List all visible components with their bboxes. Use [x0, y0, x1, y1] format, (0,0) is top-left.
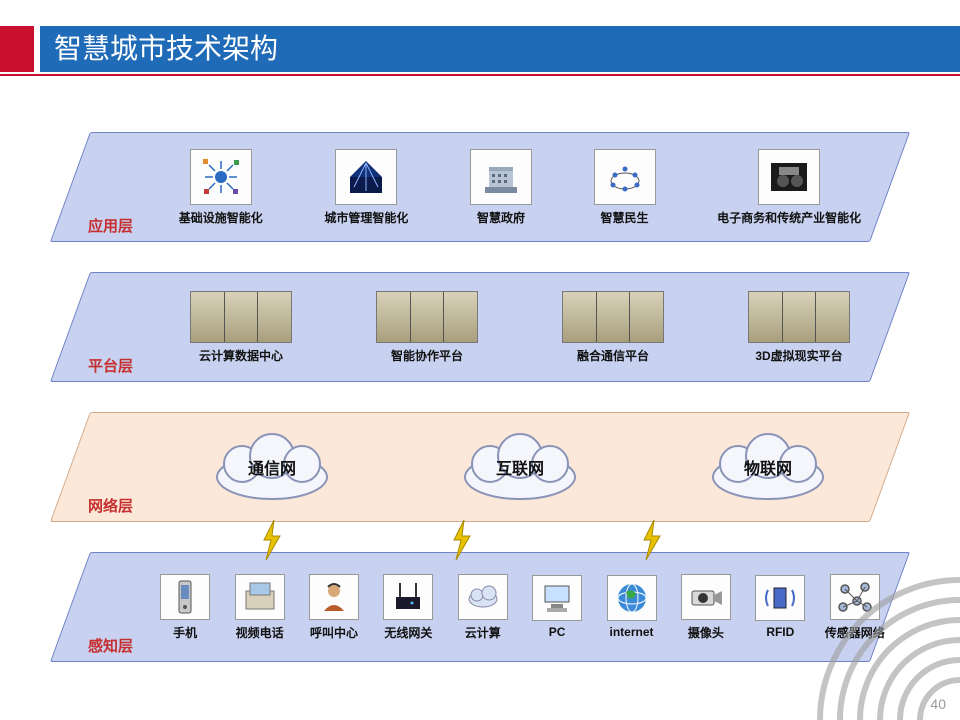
item-label: 云计算数据中心 [199, 347, 283, 364]
globe-icon [607, 575, 657, 621]
item-label: 云计算 [465, 624, 501, 641]
item-server: 智能协作平台 [376, 291, 478, 364]
cloud-icon: 互联网 [455, 432, 585, 502]
header-red-block [0, 26, 34, 72]
lightning-bolt-icon [640, 520, 664, 560]
item-camera: 摄像头 [676, 574, 736, 641]
item-server: 融合通信平台 [562, 291, 664, 364]
item-label: 智慧民生 [601, 209, 649, 226]
server-icon [748, 291, 850, 343]
item-callcenter: 呼叫中心 [304, 574, 364, 641]
lightning-bolt-icon [450, 520, 474, 560]
server-icon [562, 291, 664, 343]
gateway-icon [383, 574, 433, 620]
cloud-label: 互联网 [455, 432, 585, 502]
videophone-icon [235, 574, 285, 620]
item-server: 3D虚拟现实平台 [748, 291, 850, 364]
slide-header: 智慧城市技术架构 [0, 0, 960, 72]
item-label: 无线网关 [384, 624, 432, 641]
lightning-bolt-icon [260, 520, 284, 560]
gov-icon [470, 149, 532, 205]
cloud-2: 物联网 [703, 432, 833, 502]
ecommerce-icon [758, 149, 820, 205]
layer-label: 感知层 [88, 635, 133, 656]
cloud-icon: 物联网 [703, 432, 833, 502]
camera-icon [681, 574, 731, 620]
item-label: 智慧政府 [477, 209, 525, 226]
layer-items: 云计算数据中心 智能协作平台 融合通信平台 3D虚拟现实平台 [150, 272, 890, 382]
item-city-mgmt: 城市管理智能化 [324, 149, 408, 226]
phone-icon [160, 574, 210, 620]
item-videophone: 视频电话 [230, 574, 290, 641]
server-icon [190, 291, 292, 343]
cloud-label: 通信网 [207, 432, 337, 502]
item-gateway: 无线网关 [378, 574, 438, 641]
item-label: 智能协作平台 [391, 347, 463, 364]
item-label: internet [610, 625, 654, 639]
item-label: 电子商务和传统产业智能化 [717, 209, 861, 226]
item-label: PC [549, 625, 566, 639]
layer-items: 通信网 互联网 物联网 [150, 412, 890, 522]
layer-label: 应用层 [88, 215, 133, 236]
cloud-icon [458, 574, 508, 620]
item-ecommerce: 电子商务和传统产业智能化 [717, 149, 861, 226]
item-people: 智慧民生 [594, 149, 656, 226]
item-label: 呼叫中心 [310, 624, 358, 641]
item-server: 云计算数据中心 [190, 291, 292, 364]
server-icon [376, 291, 478, 343]
city-mgmt-icon [335, 149, 397, 205]
item-label: 融合通信平台 [577, 347, 649, 364]
item-label: 视频电话 [236, 624, 284, 641]
item-phone: 手机 [155, 574, 215, 641]
pc-icon [532, 575, 582, 621]
item-infra: 基础设施智能化 [179, 149, 263, 226]
layer-platform: 平台层 云计算数据中心 智能协作平台 融合通信平台 3D虚拟现实平台 [70, 272, 890, 382]
header-underline [0, 74, 960, 76]
item-label: 摄像头 [688, 624, 724, 641]
item-label: 基础设施智能化 [179, 209, 263, 226]
layer-application: 应用层 基础设施智能化 城市管理智能化 智慧政府 智慧民生 电子商务和传统产业智能化 [70, 132, 890, 242]
page-number: 40 [930, 696, 946, 712]
cloud-1: 互联网 [455, 432, 585, 502]
item-label: 3D虚拟现实平台 [755, 347, 842, 364]
callcenter-icon [309, 574, 359, 620]
item-label: 手机 [173, 624, 197, 641]
item-label: 城市管理智能化 [324, 209, 408, 226]
item-pc: PC [527, 575, 587, 639]
item-cloud: 云计算 [453, 574, 513, 641]
cloud-label: 物联网 [703, 432, 833, 502]
layer-label: 网络层 [88, 495, 133, 516]
cloud-0: 通信网 [207, 432, 337, 502]
layer-network: 网络层 通信网 互联网 物联网 [70, 412, 890, 522]
cloud-icon: 通信网 [207, 432, 337, 502]
layer-items: 基础设施智能化 城市管理智能化 智慧政府 智慧民生 电子商务和传统产业智能化 [150, 132, 890, 242]
item-globe: internet [602, 575, 662, 639]
slide-title: 智慧城市技术架构 [40, 26, 960, 72]
layer-label: 平台层 [88, 355, 133, 376]
infra-icon [190, 149, 252, 205]
item-gov: 智慧政府 [470, 149, 532, 226]
people-icon [594, 149, 656, 205]
decorative-arcs-icon [760, 520, 960, 720]
